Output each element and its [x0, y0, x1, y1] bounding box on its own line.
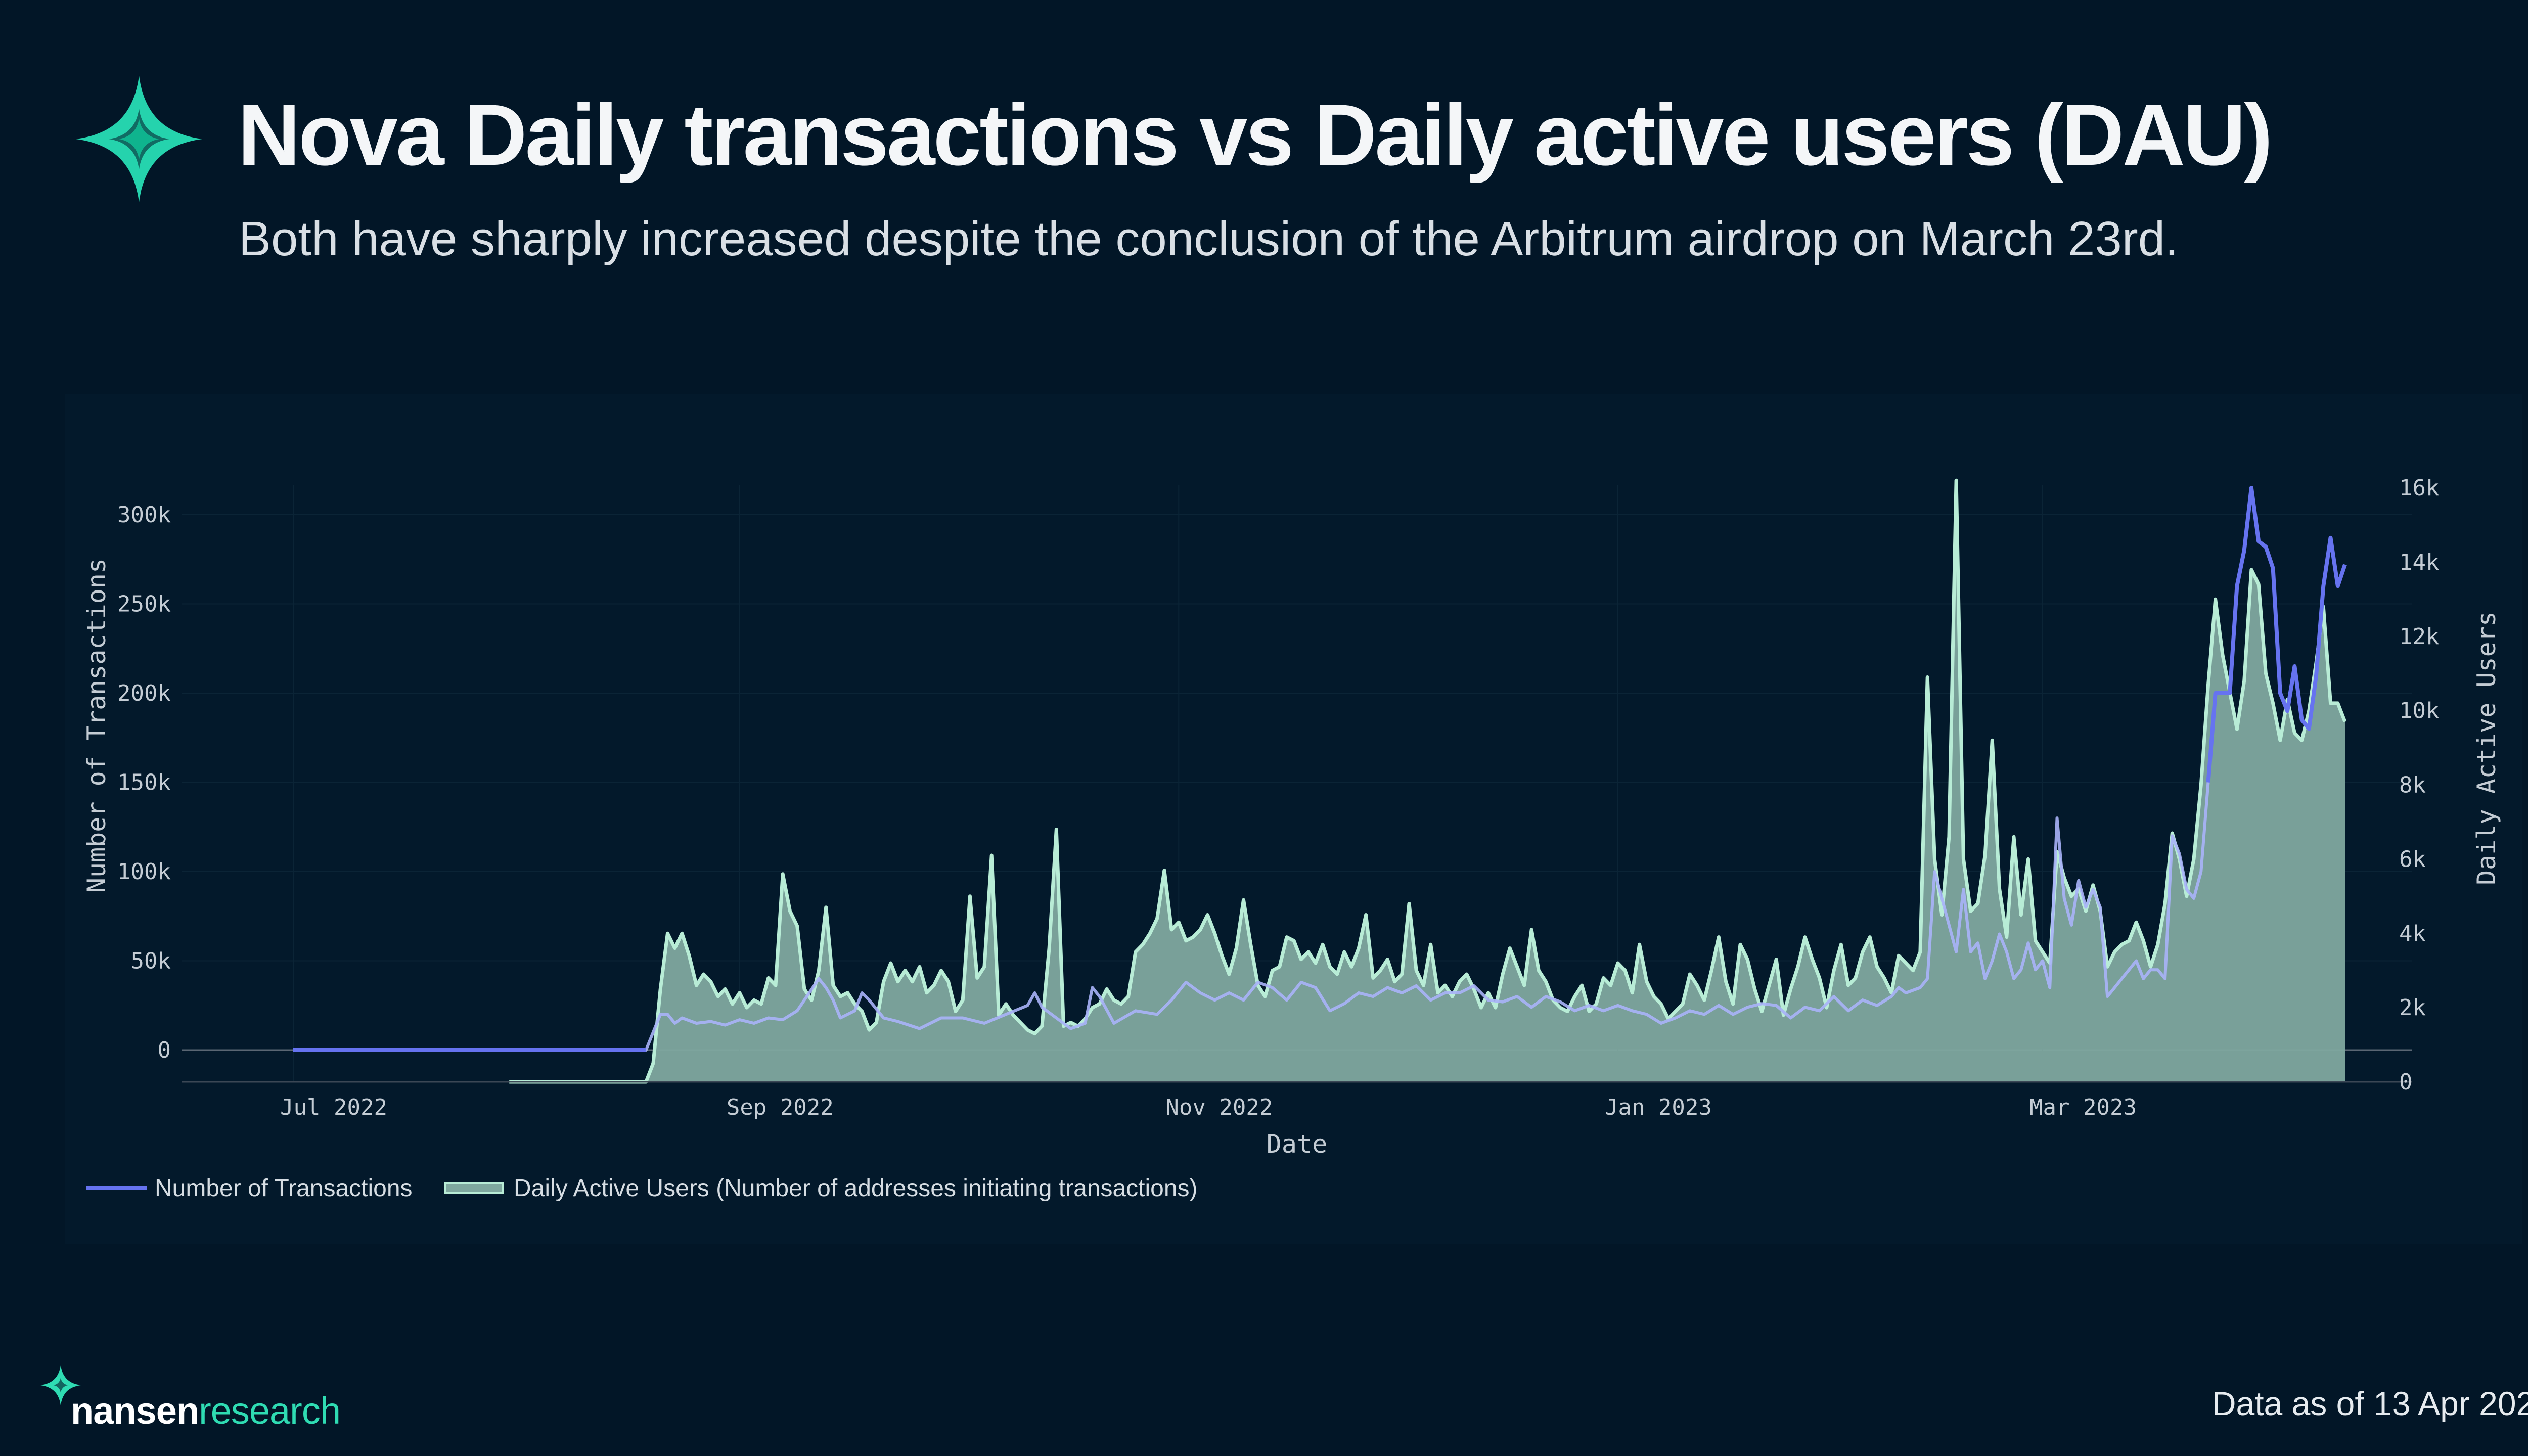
dau-area	[509, 480, 2345, 1082]
left-tick-label: 0	[158, 1037, 171, 1063]
right-tick-label: 8k	[2399, 772, 2426, 798]
left-tick-label: 200k	[117, 680, 171, 706]
x-tick-label: Nov 2022	[1165, 1095, 1273, 1120]
brand-secondary: research	[199, 1390, 341, 1432]
right-tick-label: 4k	[2399, 921, 2426, 946]
x-axis-title: Date	[1267, 1129, 1327, 1159]
x-tick-label: Mar 2023	[2029, 1095, 2137, 1120]
left-tick-label: 300k	[117, 502, 171, 528]
left-axis-ticks: 0 50k 100k 150k 200k 250k 300k	[117, 502, 171, 1063]
x-tick-label: Jan 2023	[1605, 1095, 1712, 1120]
x-tick-label: Sep 2022	[727, 1095, 834, 1120]
page-title: Nova Daily transactions vs Daily active …	[238, 86, 2273, 184]
nansen-brand-icon	[40, 1365, 81, 1405]
right-tick-label: 16k	[2399, 475, 2439, 501]
transactions-line	[293, 486, 2346, 1052]
x-tick-label: Jul 2022	[280, 1095, 387, 1120]
legend-transactions-label: Number of Transactions	[155, 1175, 413, 1202]
page-subtitle: Both have sharply increased despite the …	[239, 212, 2179, 266]
right-tick-label: 14k	[2399, 550, 2439, 575]
x-axis-ticks: Jul 2022 Sep 2022 Nov 2022 Jan 2023 Mar 2023	[280, 1095, 2137, 1120]
right-tick-label: 0	[2399, 1069, 2413, 1095]
left-tick-label: 250k	[117, 592, 171, 617]
dau-area-layer	[509, 478, 2347, 1084]
data-date-note: Data as of 13 Apr 2023	[2211, 1385, 2528, 1422]
right-tick-label: 10k	[2399, 698, 2439, 724]
legend-dau-label: Daily Active Users (Number of addresses …	[514, 1175, 1198, 1202]
right-axis-title: Daily Active Users	[2472, 611, 2501, 885]
left-tick-label: 50k	[131, 948, 171, 974]
chart-legend: Number of Transactions Daily Active User…	[86, 1175, 1198, 1202]
right-tick-label: 12k	[2399, 624, 2439, 650]
chart-panel	[65, 394, 2522, 1244]
nansen-logo-icon	[76, 76, 202, 202]
right-tick-label: 2k	[2399, 995, 2426, 1021]
brand-wordmark: nansenresearch	[71, 1389, 341, 1432]
left-tick-label: 100k	[117, 859, 171, 885]
right-tick-label: 6k	[2399, 846, 2426, 872]
transactions-line-layer	[293, 486, 2347, 1052]
right-axis-ticks: 0 2k 4k 6k 8k 10k 12k 14k 16k	[2399, 475, 2439, 1095]
left-tick-label: 150k	[117, 770, 171, 796]
transactions-line-highlight	[293, 486, 2347, 1052]
brand-primary: nansen	[71, 1390, 199, 1432]
brand-logo: nansenresearch	[40, 1365, 354, 1432]
legend-dau-swatch	[444, 1182, 504, 1194]
left-axis-title: Number of Transactions	[82, 558, 111, 893]
